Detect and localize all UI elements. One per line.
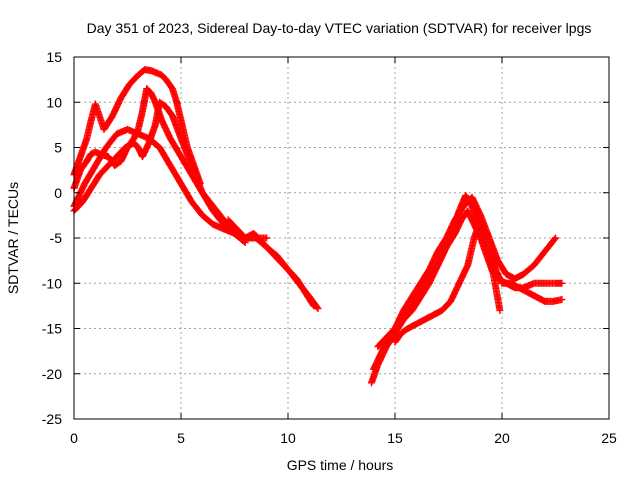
y-tick-label: 0 (54, 185, 62, 201)
data-point (496, 306, 504, 314)
data-point (263, 234, 271, 242)
series-track-5 (224, 216, 318, 310)
data-point (313, 303, 321, 311)
data-points (70, 66, 566, 387)
tick-labels: 0 5 10 15 20 25 -25 -20 -15 -10 -5 0 5 10 15 (42, 49, 617, 446)
y-tick-label: -15 (42, 321, 62, 337)
chart-title: Day 351 of 2023, Sidereal Day-to-day VTE… (87, 20, 592, 36)
x-tick-label: 5 (177, 430, 185, 446)
data-point (551, 235, 559, 243)
series-track-8 (374, 207, 504, 351)
y-tick-label: -20 (42, 366, 62, 382)
y-tick-label: 15 (46, 49, 62, 65)
y-tick-label: -5 (50, 230, 63, 246)
data-point (309, 301, 317, 309)
data-point (314, 305, 322, 313)
grid-lines (74, 57, 609, 419)
y-axis-label: SDTVAR / TECUs (5, 182, 21, 294)
x-tick-label: 20 (494, 430, 510, 446)
data-point (558, 296, 566, 304)
y-tick-label: -10 (42, 275, 62, 291)
y-tick-label: 10 (46, 94, 62, 110)
y-tick-label: 5 (54, 140, 62, 156)
x-tick-label: 25 (601, 430, 617, 446)
plot-frame (73, 56, 610, 420)
data-point (310, 302, 318, 310)
data-point (552, 234, 559, 242)
series-track-7 (367, 191, 566, 387)
data-point (558, 279, 566, 287)
series-track-9 (391, 216, 566, 346)
series-track-3 (70, 98, 271, 242)
x-axis-label: GPS time / hours (287, 457, 394, 473)
y-tick-label: -25 (42, 411, 62, 427)
x-tick-label: 10 (280, 430, 296, 446)
x-tick-label: 0 (70, 430, 78, 446)
x-tick-label: 15 (387, 430, 403, 446)
